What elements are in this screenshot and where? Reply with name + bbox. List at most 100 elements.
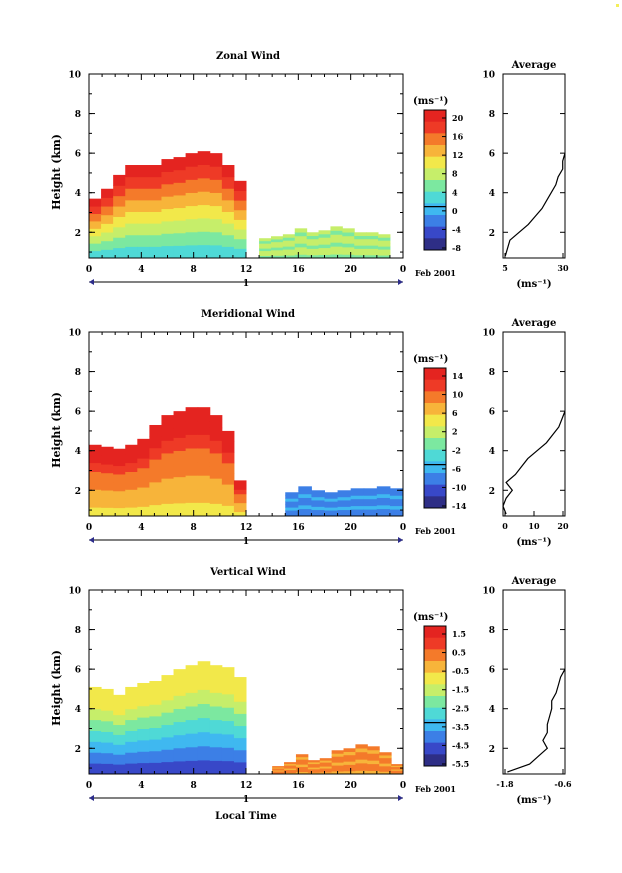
heat-cell	[354, 254, 367, 259]
panel-title: Meridional Wind	[201, 309, 295, 320]
x-tick-label: 8	[191, 265, 197, 275]
heat-cell	[101, 763, 114, 775]
heat-cell	[137, 751, 150, 764]
heat-cell	[284, 769, 297, 772]
colorbar-segment	[424, 368, 446, 381]
heat-cell	[294, 232, 308, 237]
heat-cell	[221, 223, 235, 236]
colorbar-frame	[423, 625, 447, 767]
heat-cell	[270, 255, 284, 259]
colorbar-segment	[424, 215, 446, 228]
colorbar-segment	[424, 238, 446, 251]
heat-cell	[363, 491, 378, 496]
heat-cell	[101, 742, 114, 754]
heat-cell	[185, 244, 199, 259]
heat-cell	[125, 462, 138, 472]
colorbar-segment	[424, 461, 446, 474]
average-profile-line	[504, 152, 566, 257]
heat-cell	[149, 739, 162, 752]
heat-cell	[233, 200, 247, 211]
heat-cell	[306, 245, 320, 249]
heat-cell	[233, 725, 247, 739]
heat-cell	[197, 191, 211, 206]
heat-cell	[185, 447, 199, 463]
heat-cell	[197, 244, 211, 259]
heat-cell	[137, 176, 150, 189]
heat-cell	[149, 234, 162, 247]
heat-cell	[285, 498, 299, 502]
y-tick-label: 8	[75, 110, 81, 120]
heat-cell	[113, 490, 126, 500]
y-axis-label: Height (km)	[50, 650, 63, 726]
heat-cell	[354, 241, 367, 246]
heat-cell	[298, 490, 312, 495]
colorbar-segment	[424, 626, 446, 639]
heat-cell	[379, 757, 392, 761]
heat-cell	[318, 233, 331, 238]
heat-cell	[89, 250, 102, 259]
heat-cell	[113, 237, 126, 249]
heat-cell	[330, 234, 343, 239]
heat-cell	[363, 488, 378, 493]
x-tick-label: 0	[400, 781, 406, 791]
date-axis-start-arrow	[89, 795, 94, 801]
heat-cell	[272, 771, 285, 773]
colorbar-segment	[424, 449, 446, 462]
heat-cell	[161, 183, 175, 197]
heat-cell	[233, 248, 247, 259]
heat-cell	[185, 179, 199, 193]
heat-cell	[113, 744, 126, 755]
heat-cell	[318, 230, 331, 235]
heat-cell	[307, 765, 321, 768]
heat-cell	[173, 232, 187, 246]
average-y-tick-label: 8	[489, 368, 495, 378]
heat-cell	[197, 689, 211, 705]
heat-cell	[282, 237, 296, 241]
heat-cell	[306, 254, 320, 259]
heat-cell	[379, 752, 392, 756]
heat-cell	[149, 750, 162, 763]
heat-cell	[233, 209, 247, 220]
heat-cell	[101, 249, 114, 259]
heat-cell	[233, 484, 247, 490]
heat-cell	[298, 493, 312, 498]
heat-cell	[197, 231, 211, 246]
heat-cell	[209, 705, 223, 721]
heat-cell	[113, 465, 126, 475]
heat-cell	[295, 764, 309, 768]
heat-cell	[337, 493, 352, 498]
heat-cell	[149, 176, 162, 189]
heat-cell	[101, 464, 114, 474]
heat-cell	[209, 166, 223, 180]
heat-cell	[337, 496, 352, 501]
average-y-tick-label: 6	[489, 150, 495, 160]
heat-cell	[376, 490, 391, 495]
heat-cell	[137, 694, 150, 707]
average-y-tick-label: 8	[489, 110, 495, 120]
heat-cell	[318, 247, 331, 252]
date-axis-end-arrow	[398, 537, 403, 543]
heat-cell	[324, 510, 339, 514]
heat-cell	[125, 471, 138, 481]
heat-cell	[270, 238, 284, 243]
heat-cell	[324, 507, 339, 511]
colorbar-tick-label: -1.5	[452, 685, 469, 695]
average-y-tick-label: 4	[489, 447, 495, 457]
heat-cell	[173, 411, 187, 425]
heat-cell	[161, 699, 175, 713]
heat-cell	[137, 728, 150, 741]
heat-cell	[197, 703, 211, 719]
heat-cell	[101, 206, 114, 216]
heat-cell	[221, 211, 235, 224]
heat-cell	[101, 214, 114, 224]
y-axis-label: Height (km)	[50, 392, 63, 468]
heat-cell	[355, 748, 368, 753]
heat-cell	[149, 727, 162, 740]
average-x-tick-label: 0	[502, 521, 508, 531]
heat-cell	[161, 233, 175, 247]
average-panel: Average 2 4 6 8 10 0 10 20 (ms⁻¹)	[482, 318, 569, 548]
heat-cell	[307, 772, 321, 775]
heat-cell	[272, 770, 285, 772]
x-tick-label: 0	[400, 523, 406, 533]
heat-cell	[343, 770, 356, 775]
